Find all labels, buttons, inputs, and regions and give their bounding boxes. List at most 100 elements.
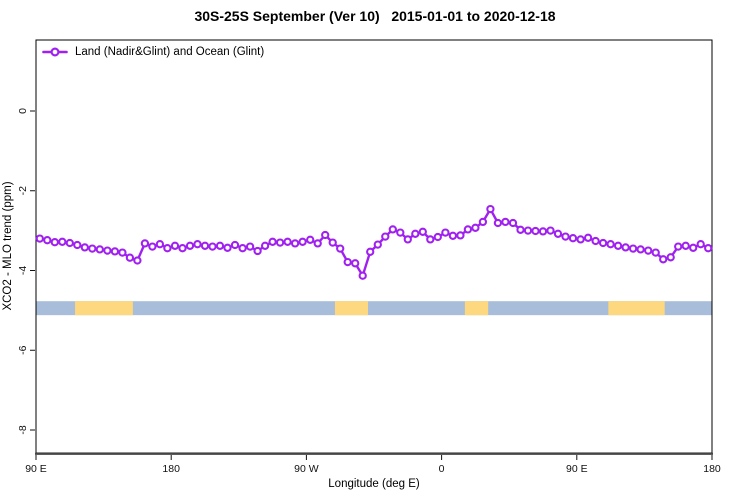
data-point-marker — [644, 246, 653, 255]
data-point-marker — [283, 237, 292, 246]
strip-highlight-segment — [75, 301, 133, 316]
data-point-marker — [58, 237, 67, 246]
data-point-marker — [381, 232, 390, 241]
data-point-marker — [704, 244, 713, 253]
y-tick-label: -2 — [17, 186, 29, 195]
data-point-marker — [666, 253, 675, 262]
data-point-marker — [456, 231, 465, 240]
data-point-marker — [538, 227, 548, 236]
data-point-marker — [696, 240, 705, 249]
data-point-marker — [388, 225, 397, 234]
data-point-marker — [351, 259, 360, 268]
x-tick-label: 180 — [162, 463, 180, 475]
data-point-marker — [516, 225, 525, 234]
data-point-marker — [651, 248, 660, 257]
data-series-markers — [35, 204, 713, 280]
data-point-marker — [358, 271, 367, 280]
data-point-marker — [35, 234, 44, 243]
data-point-marker — [471, 223, 480, 232]
x-axis-ticks: 90 E 180 90 W 0 90 E 180 — [25, 455, 721, 475]
data-point-marker — [306, 235, 315, 244]
strip-highlight-segment — [334, 301, 368, 316]
data-point-marker — [478, 217, 488, 227]
data-point-marker — [674, 242, 683, 251]
y-axis-ticks: 0 -2 -4 -6 -8 — [17, 108, 35, 435]
data-point-marker — [223, 243, 232, 252]
data-point-marker — [133, 256, 142, 265]
data-point-marker — [463, 225, 473, 234]
data-point-marker — [418, 227, 427, 236]
data-point-marker — [591, 236, 600, 246]
data-point-marker — [531, 226, 540, 236]
data-point-marker — [433, 232, 442, 242]
data-point-marker — [290, 239, 300, 248]
legend: Land (Nadir&Glint) and Ocean (Glint) — [42, 46, 264, 58]
data-point-marker — [553, 229, 563, 238]
data-point-marker — [275, 238, 285, 247]
data-point-marker — [628, 244, 638, 253]
data-point-marker — [298, 237, 307, 246]
legend-label: Land (Nadir&Glint) and Ocean (Glint) — [75, 46, 265, 58]
x-axis-title: Longitude (deg E) — [328, 478, 420, 490]
data-point-marker — [373, 240, 382, 249]
strip-base-segment — [36, 301, 712, 316]
data-point-marker — [606, 240, 615, 249]
data-point-marker — [163, 244, 172, 253]
data-point-marker — [118, 248, 127, 257]
legend-marker-icon — [42, 47, 68, 57]
data-point-marker — [508, 218, 518, 228]
data-point-marker — [200, 241, 210, 250]
data-point-marker — [328, 238, 337, 247]
data-point-marker — [215, 241, 225, 250]
data-point-marker — [178, 244, 187, 253]
x-tick-label: 0 — [439, 463, 445, 475]
x-tick-label: 180 — [703, 463, 721, 475]
data-point-marker — [598, 238, 608, 248]
data-point-marker — [501, 217, 510, 227]
y-tick-label: 0 — [17, 108, 29, 114]
data-point-marker — [486, 204, 495, 214]
x-tick-label: 90 E — [566, 463, 588, 475]
data-point-marker — [230, 240, 240, 250]
data-point-marker — [621, 243, 630, 252]
y-axis-title: XCO2 - MLO trend (ppm) — [2, 181, 14, 310]
y-tick-label: -6 — [17, 345, 29, 354]
data-point-marker — [268, 237, 277, 246]
data-point-marker — [238, 244, 247, 253]
y-tick-label: -8 — [17, 425, 29, 434]
data-point-marker — [576, 235, 585, 244]
data-point-marker — [313, 239, 322, 248]
data-point-marker — [193, 240, 202, 249]
data-point-marker — [110, 247, 120, 256]
data-point-marker — [170, 241, 180, 250]
data-point-marker — [80, 243, 89, 252]
data-point-marker — [73, 240, 82, 250]
data-point-marker — [208, 242, 217, 251]
x-tick-label: 90 E — [25, 463, 47, 475]
data-point-marker — [403, 235, 412, 244]
data-point-marker — [336, 244, 345, 253]
data-point-marker — [613, 241, 623, 250]
data-point-marker — [583, 233, 593, 242]
data-point-marker — [681, 241, 690, 250]
data-point-marker — [155, 240, 165, 249]
data-point-marker — [50, 238, 59, 247]
data-point-marker — [260, 241, 270, 250]
data-point-marker — [411, 229, 420, 238]
data-point-marker — [659, 255, 668, 264]
data-point-marker — [689, 243, 698, 252]
chart-title: 30S-25S September (Ver 10) 2015-01-01 to… — [194, 8, 556, 24]
data-point-marker — [448, 231, 458, 240]
data-point-marker — [95, 245, 104, 254]
strip-highlight-segment — [608, 301, 665, 316]
data-point-marker — [253, 246, 262, 256]
data-point-marker — [125, 253, 135, 262]
data-point-marker — [396, 228, 405, 237]
data-point-marker — [568, 234, 578, 243]
data-point-marker — [561, 232, 570, 241]
data-point-marker — [321, 230, 330, 240]
data-point-marker — [546, 226, 555, 235]
data-point-marker — [636, 245, 645, 254]
